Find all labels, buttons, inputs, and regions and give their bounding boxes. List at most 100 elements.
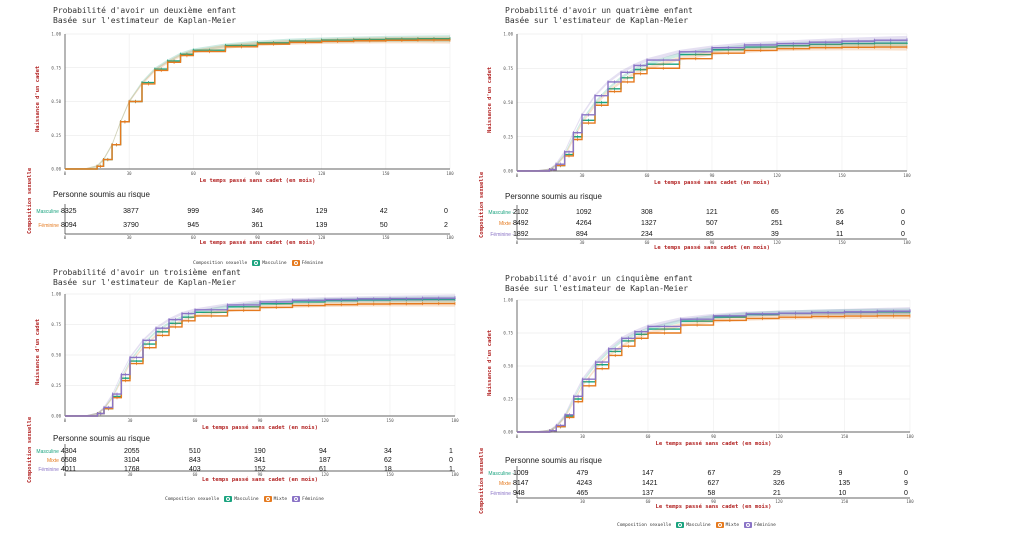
risk-table-cell: 0 <box>449 457 453 464</box>
risk-table-cell: 361 <box>251 222 264 229</box>
x-tick-label: 120 <box>321 418 329 423</box>
risk-table-cell: 94 <box>319 448 327 455</box>
risk-table-cell: 999 <box>187 208 200 215</box>
risk-table-cell: 8094 <box>61 222 77 229</box>
y-tick-label: 0.25 <box>51 133 61 138</box>
risk-row-label: Féminine - <box>38 467 62 473</box>
risk-table-cell: 894 <box>576 231 588 238</box>
risk-row-label: Masculine - <box>488 471 514 477</box>
risk-row-label: Féminine - <box>490 491 514 497</box>
risk-x-tick-label: 150 <box>386 472 394 477</box>
risk-table-cell: 187 <box>319 457 331 464</box>
risk-table-cell: 67 <box>707 470 716 477</box>
risk-table-title: Personne soumis au risque <box>505 456 602 465</box>
x-tick-label: 60 <box>193 418 198 423</box>
x-tick-label: 0 <box>64 171 67 176</box>
risk-x-tick-label: 120 <box>321 472 329 477</box>
risk-table-cell: 1421 <box>642 480 658 487</box>
risk-table-cell: 147 <box>642 470 654 477</box>
risk-table-cell: 61 <box>319 466 327 473</box>
risk-table-cell: 1009 <box>513 470 529 477</box>
risk-strata-label: Composition sexuelle <box>27 416 33 483</box>
risk-table-cell: 29 <box>773 470 781 477</box>
legend-title: Composition sexuelle <box>617 522 672 528</box>
risk-x-tick-label: 150 <box>838 240 846 245</box>
risk-x-tick-label: 90 <box>255 235 260 240</box>
risk-table-cell: 4011 <box>61 466 77 473</box>
risk-table-cell: 62 <box>384 457 392 464</box>
y-tick-label: 1.00 <box>503 298 513 303</box>
x-tick-label: 120 <box>775 434 783 439</box>
risk-table-cell: 0 <box>904 490 908 497</box>
x-axis-label: Le temps passé sans cadet (en mois) <box>199 178 316 184</box>
risk-x-tick-label: 90 <box>711 499 716 504</box>
y-tick-label: 0.25 <box>51 383 61 388</box>
risk-x-axis-label: Le temps passé sans cadet (en mois) <box>202 477 318 483</box>
risk-table-cell: 346 <box>251 208 264 215</box>
risk-table-cell: 3104 <box>124 457 140 464</box>
chart-legend: Composition sexuelle Masculine Mixte Fémini… <box>165 496 327 502</box>
risk-strata-label: Composition sexuelle <box>479 447 485 514</box>
risk-table-cell: 2055 <box>124 448 140 455</box>
legend-key-féminine <box>291 260 300 266</box>
risk-table-cell: 948 <box>513 490 525 497</box>
risk-table-cell: 6508 <box>61 457 77 464</box>
risk-table-cell: 21 <box>773 490 781 497</box>
risk-table-cell: 152 <box>254 466 266 473</box>
y-tick-label: 0.50 <box>503 364 513 369</box>
chart-title: Probabilité d'avoir un quatrième enfant <box>505 6 693 15</box>
legend-key-masculine <box>676 522 685 528</box>
risk-table-cell: 510 <box>189 448 201 455</box>
risk-table-cell: 190 <box>254 448 266 455</box>
risk-table-cell: 945 <box>187 222 200 229</box>
chart-subtitle: Basée sur l'estimateur de Kaplan-Meier <box>53 278 237 287</box>
legend-key-féminine <box>744 522 753 528</box>
risk-table-cell: 4264 <box>576 220 592 227</box>
chart-legend: Composition sexuelle Masculine Féminine <box>193 260 326 266</box>
risk-table-cell: 39 <box>771 231 779 238</box>
y-tick-label: 0.00 <box>503 430 513 435</box>
legend-key-mixte <box>263 496 272 502</box>
legend-key-masculine <box>252 260 261 266</box>
risk-table-title: Personne soumis au risque <box>505 192 602 201</box>
risk-table-cell: 326 <box>773 480 785 487</box>
y-tick-label: 0.75 <box>51 322 61 327</box>
y-axis-label: Naissance d'un cadet <box>487 66 493 133</box>
risk-table-cell: 0 <box>904 470 908 477</box>
x-tick-label: 180 <box>906 434 914 439</box>
risk-table-cell: 0 <box>901 231 905 238</box>
chart-title: Probabilité d'avoir un cinquième enfant <box>505 274 693 283</box>
chart-panel-3: Probabilité d'avoir un troisième enfant B… <box>25 268 495 538</box>
risk-row-label: Masculine - <box>488 210 514 216</box>
risk-x-tick-label: 30 <box>580 499 585 504</box>
legend-key-masculine <box>224 496 233 502</box>
chart-subtitle: Basée sur l'estimateur de Kaplan-Meier <box>505 284 689 293</box>
legend-label: Masculine <box>234 496 259 502</box>
chart-panel-1: Probabilité d'avoir un deuxième enfant Ba… <box>25 6 495 276</box>
x-tick-label: 90 <box>255 171 260 176</box>
risk-x-tick-label: 120 <box>773 240 781 245</box>
risk-x-tick-label: 30 <box>580 240 585 245</box>
y-tick-label: 1.00 <box>51 32 61 37</box>
risk-x-tick-label: 120 <box>318 235 326 240</box>
risk-x-tick-label: 180 <box>446 235 454 240</box>
risk-table-cell: 34 <box>384 448 392 455</box>
risk-table-cell: 403 <box>189 466 201 473</box>
risk-table-cell: 507 <box>706 220 718 227</box>
x-tick-label: 150 <box>386 418 394 423</box>
x-tick-label: 150 <box>841 434 849 439</box>
y-tick-label: 0.50 <box>51 353 61 358</box>
risk-strata-label: Composition sexuelle <box>27 167 33 234</box>
chart-panel-4: Probabilité d'avoir un cinquième enfant B… <box>477 274 947 544</box>
y-axis-label: Naissance d'un cadet <box>487 329 493 396</box>
x-tick-label: 30 <box>127 171 132 176</box>
risk-table-cell: 121 <box>706 209 718 216</box>
risk-table-cell: 84 <box>836 220 844 227</box>
risk-table-cell: 3877 <box>123 208 139 215</box>
risk-table-cell: 9 <box>838 470 843 477</box>
chart-title: Probabilité d'avoir un troisième enfant <box>53 268 241 277</box>
x-tick-label: 180 <box>451 418 459 423</box>
risk-x-tick-label: 60 <box>645 240 650 245</box>
